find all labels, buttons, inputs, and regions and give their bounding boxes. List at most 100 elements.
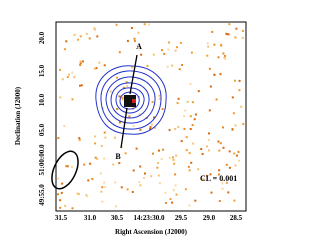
noise-pixel	[218, 173, 220, 176]
noise-pixel	[73, 33, 76, 36]
noise-pixel	[161, 49, 164, 52]
noise-pixel	[173, 159, 176, 162]
noise-pixel	[95, 67, 98, 70]
noise-pixel	[144, 172, 146, 175]
noise-pixel	[194, 199, 197, 202]
noise-pixel	[152, 152, 154, 155]
noise-pixel	[135, 147, 138, 150]
noise-pixel	[177, 97, 180, 100]
noise-pixel	[116, 108, 119, 110]
noise-pixel	[171, 201, 174, 204]
noise-pixel	[168, 156, 171, 159]
x-tick: 31.0	[84, 214, 97, 222]
noise-pixel	[174, 173, 177, 176]
noise-pixel	[162, 148, 165, 151]
noise-pixel	[125, 81, 128, 84]
noise-pixel	[228, 23, 231, 26]
noise-pixel	[77, 193, 80, 195]
noise-pixel	[223, 56, 226, 59]
noise-pixel	[118, 51, 121, 54]
noise-pixel	[175, 193, 178, 196]
noise-pixel	[172, 156, 174, 159]
noise-pixel	[128, 115, 131, 118]
noise-pixel	[79, 84, 81, 87]
noise-pixel	[138, 47, 140, 49]
page: {"figure":{"y_axis_label":"Declination (…	[14, 21, 247, 236]
noise-pixel	[78, 138, 81, 141]
noise-pixel	[115, 23, 118, 26]
noise-pixel	[172, 189, 175, 192]
noise-pixel	[233, 199, 236, 202]
noise-pixel	[61, 182, 64, 185]
noise-pixel	[91, 178, 94, 180]
noise-pixel	[185, 136, 188, 139]
noise-pixel	[238, 159, 240, 162]
label-a: A	[136, 42, 142, 51]
noise-pixel	[57, 177, 60, 180]
noise-pixel	[89, 162, 92, 165]
noise-pixel	[164, 191, 167, 194]
noise-pixel	[206, 54, 209, 57]
noise-pixel	[126, 39, 129, 42]
noise-pixel	[121, 96, 124, 99]
noise-pixel	[163, 52, 166, 55]
noise-pixel	[157, 174, 160, 177]
noise-pixel	[207, 45, 210, 48]
noise-pixel	[151, 101, 154, 103]
noise-pixel	[94, 135, 97, 138]
noise-pixel	[217, 56, 220, 59]
noise-pixel	[187, 165, 190, 168]
noise-pixel	[174, 49, 177, 52]
annotation: CL = 0.001	[200, 174, 237, 183]
x-tick: 14:23:30.0	[134, 214, 165, 222]
noise-pixel	[238, 79, 241, 82]
beam	[51, 150, 79, 190]
noise-pixel	[64, 204, 67, 207]
noise-pixel	[176, 46, 178, 49]
y-tick: 49:55.0	[38, 184, 46, 206]
noise-pixel	[156, 166, 159, 169]
noise-pixel	[57, 137, 60, 140]
noise-pixel	[103, 64, 106, 67]
noise-pixel	[221, 179, 224, 182]
noise-pixel	[175, 154, 178, 157]
noise-pixel	[138, 181, 141, 184]
noise-pixel	[63, 48, 66, 51]
noise-pixel	[221, 187, 224, 190]
noise-pixel	[158, 182, 161, 185]
noise-pixel	[112, 163, 115, 166]
noise-pixel	[93, 28, 96, 31]
noise-pixel	[206, 145, 208, 148]
noise-pixel	[189, 128, 192, 130]
noise-pixel	[126, 188, 129, 191]
noise-pixel	[93, 67, 96, 70]
noise-pixel	[235, 27, 238, 30]
noise-pixel	[213, 73, 216, 76]
noise-pixel	[197, 168, 200, 171]
noise-pixel	[126, 85, 129, 87]
noise-pixel	[118, 121, 121, 124]
noise-pixel	[102, 107, 105, 110]
noise-pixel	[158, 97, 161, 100]
noise-pixel	[169, 198, 172, 200]
noise-pixel	[224, 55, 226, 57]
noise-pixel	[143, 177, 145, 179]
noise-pixel	[160, 157, 163, 160]
noise-pixel	[88, 37, 91, 40]
noise-pixel	[80, 84, 83, 87]
y-tick: 15.0	[38, 64, 46, 77]
noise-pixel	[210, 191, 213, 194]
noise-pixel	[192, 142, 195, 145]
noise-pixel	[174, 184, 177, 187]
noise-pixel	[206, 174, 208, 177]
noise-pixel	[133, 39, 136, 42]
noise-pixel	[222, 146, 225, 149]
noise-pixel	[149, 126, 152, 129]
y-tick: 10.0	[38, 93, 46, 106]
noise-pixel	[190, 161, 193, 164]
noise-pixel	[139, 184, 142, 187]
noise-pixel	[190, 51, 193, 54]
noise-pixel	[227, 33, 230, 36]
noise-pixel	[130, 27, 133, 29]
noise-pixel	[96, 157, 99, 160]
